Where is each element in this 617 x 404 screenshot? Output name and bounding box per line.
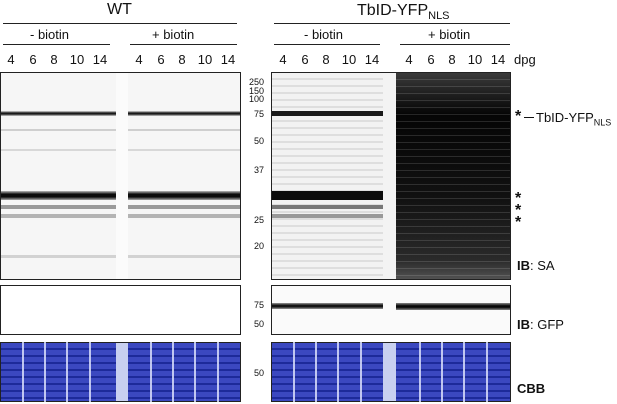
lane-divider — [360, 342, 362, 402]
tbid-title: TbID-YFPNLS — [357, 3, 450, 22]
lane-ladder — [272, 73, 383, 279]
lane-divider — [44, 342, 46, 402]
biotinylated-smear — [396, 73, 510, 279]
band-75 — [272, 111, 383, 116]
ib-sa-label: IB: SA — [517, 259, 555, 272]
lane-label: 10 — [341, 52, 357, 67]
sa-blot-wt — [0, 72, 241, 280]
lane-label: 4 — [405, 52, 413, 67]
ib-gfp-label: IB: GFP — [517, 318, 564, 331]
mw-marker: 20 — [253, 241, 264, 251]
band-gfp — [396, 303, 510, 310]
tbid-plus-rule — [400, 44, 510, 45]
lane-divider — [22, 342, 24, 402]
lane-label: 8 — [178, 52, 186, 67]
tbid-annotation-sub: NLS — [593, 117, 612, 128]
lane-label: 8 — [50, 52, 58, 67]
lane-divider — [194, 342, 196, 402]
lane-label: 6 — [427, 52, 435, 67]
dpg-label: dpg — [514, 52, 536, 67]
gfp-blot-tbid — [271, 285, 511, 335]
asterisk: * — [515, 202, 522, 219]
sa-blot-tbid — [271, 72, 511, 280]
band-major — [272, 191, 383, 200]
asterisk: * — [515, 190, 522, 207]
lane-label: 4 — [7, 52, 15, 67]
ib-sa-prefix: IB — [517, 258, 530, 273]
wt-plus-biotin: + biotin — [152, 27, 195, 42]
wt-minus-rule — [3, 44, 110, 45]
lane-label: 14 — [92, 52, 108, 67]
band-minor — [272, 214, 383, 218]
tbid-title-main: TbID-YFP — [357, 2, 429, 19]
mw-marker: 100 — [248, 94, 264, 104]
mw-marker: 50 — [253, 368, 264, 378]
lane-label: 10 — [197, 52, 213, 67]
ib-gfp-name: : GFP — [530, 317, 564, 332]
lane-gap — [116, 73, 128, 279]
lane-label: 10 — [467, 52, 483, 67]
lane-divider — [172, 342, 174, 402]
cbb-label: CBB — [517, 381, 546, 396]
wt-minus-biotin: - biotin — [30, 27, 70, 42]
lane-divider — [150, 342, 152, 402]
mw-marker: 150 — [248, 86, 264, 96]
asterisk: * — [515, 214, 522, 231]
lane-label: 4 — [279, 52, 287, 67]
mw-marker: 50 — [253, 136, 264, 146]
lane-divider — [315, 342, 317, 402]
lane-label: 6 — [301, 52, 309, 67]
lane-divider — [89, 342, 91, 402]
lane-label: 14 — [220, 52, 236, 67]
lane-label: 4 — [135, 52, 143, 67]
ib-gfp-prefix: IB — [517, 317, 530, 332]
mw-marker: 50 — [253, 319, 264, 329]
tbid-plus-biotin: + biotin — [428, 27, 471, 42]
tbid-minus-biotin: - biotin — [304, 27, 344, 42]
lane-divider — [486, 342, 488, 402]
band-gfp — [272, 303, 383, 309]
tbid-annotation-main: TbID-YFP — [536, 110, 594, 125]
arrow-line — [524, 117, 534, 118]
mw-marker: 75 — [253, 300, 264, 310]
lane-divider — [419, 342, 421, 402]
lane-divider — [463, 342, 465, 402]
smear-texture — [396, 73, 510, 279]
asterisk: * — [515, 108, 522, 125]
tbid-title-sub: NLS — [428, 10, 450, 23]
lane-divider — [337, 342, 339, 402]
lane-divider — [66, 342, 68, 402]
tbid-minus-rule — [274, 44, 380, 45]
wt-plus-rule — [130, 44, 237, 45]
tbid-annotation: TbID-YFPNLS — [536, 111, 611, 128]
lane-divider — [441, 342, 443, 402]
cbb-stain-wt — [0, 342, 241, 402]
lane-label: 8 — [448, 52, 456, 67]
mw-marker: 75 — [253, 109, 264, 119]
lane-label: 14 — [490, 52, 506, 67]
lane-divider — [217, 342, 219, 402]
lane-label: 6 — [157, 52, 165, 67]
mw-marker: 25 — [253, 215, 264, 225]
band-minor — [272, 205, 383, 209]
mw-marker: 250 — [248, 77, 264, 87]
gfp-blot-wt — [0, 285, 241, 335]
lane-gap — [383, 343, 396, 401]
lane-gap — [116, 343, 128, 401]
lane-divider — [293, 342, 295, 402]
wt-title: WT — [107, 1, 132, 18]
lane-label: 10 — [69, 52, 85, 67]
lane-label: 8 — [322, 52, 330, 67]
tbid-rule — [274, 23, 510, 24]
ib-sa-name: : SA — [530, 258, 555, 273]
lane-label: 14 — [364, 52, 380, 67]
lane-label: 6 — [29, 52, 37, 67]
wt-rule — [3, 23, 237, 24]
cbb-stain-tbid — [271, 342, 511, 402]
mw-marker: 37 — [253, 165, 264, 175]
